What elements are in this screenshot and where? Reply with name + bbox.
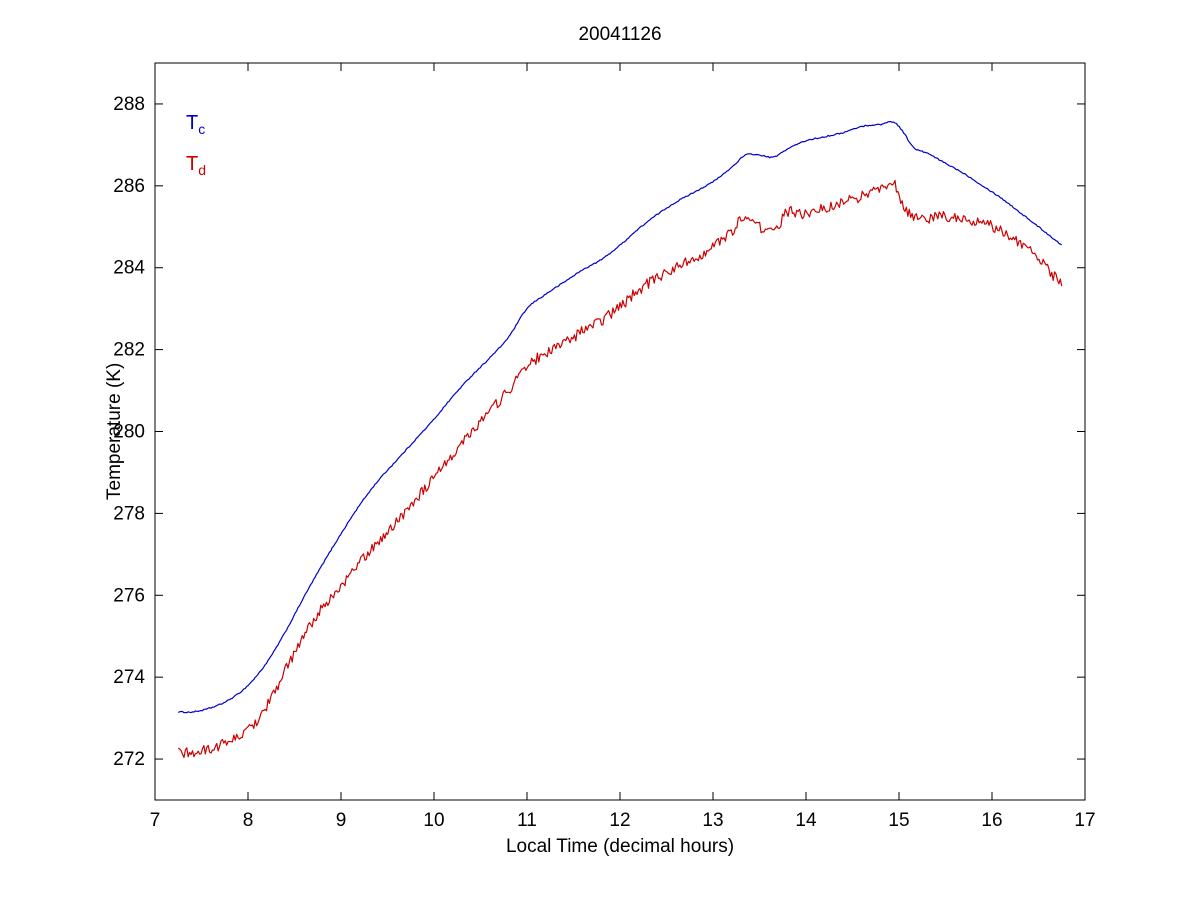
x-axis-label: Local Time (decimal hours)	[505, 836, 735, 857]
y-tick-label: 286	[113, 176, 145, 197]
y-tick-label: 274	[113, 667, 145, 688]
legend-td-main: T	[186, 153, 199, 175]
x-tick-label: 7	[150, 810, 161, 831]
y-tick-label: 272	[113, 749, 145, 770]
x-tick-label: 15	[888, 810, 909, 831]
x-tick-label: 12	[609, 810, 630, 831]
series-line-Td	[177, 179, 1063, 759]
x-tick-label: 17	[1074, 810, 1095, 831]
legend-label-td: Td	[186, 153, 206, 178]
x-tick-label: 9	[336, 810, 347, 831]
legend-tc-sub: c	[198, 121, 206, 137]
y-tick-label: 284	[113, 258, 145, 279]
x-tick-label: 13	[702, 810, 723, 831]
y-tick-label: 282	[113, 340, 145, 361]
legend-label-tc: Tc	[186, 112, 205, 137]
y-tick-label: 280	[113, 422, 145, 443]
legend-td-sub: d	[198, 162, 207, 178]
x-tick-label: 10	[423, 810, 444, 831]
x-tick-label: 16	[981, 810, 1002, 831]
series-line-Tc	[177, 120, 1063, 714]
plot-border	[154, 62, 1086, 801]
chart-title: 20041126	[578, 24, 662, 45]
y-axis-label: Temperature (K)	[104, 362, 125, 500]
x-tick-label: 14	[795, 810, 817, 831]
y-tick-label: 278	[113, 503, 145, 524]
legend-tc-main: T	[186, 112, 199, 134]
y-tick-label: 288	[113, 94, 145, 115]
x-tick-label: 8	[243, 810, 254, 831]
x-tick-label: 11	[517, 810, 537, 831]
y-tick-label: 276	[113, 585, 145, 606]
